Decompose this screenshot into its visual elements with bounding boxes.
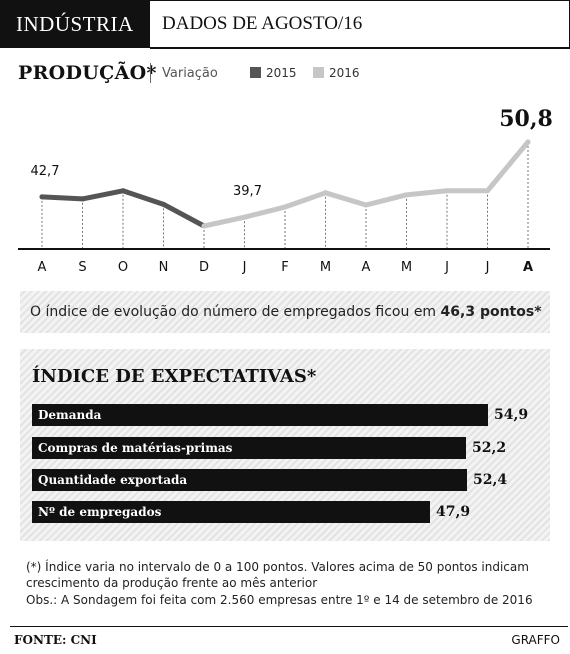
expectation-value: 52,2 bbox=[472, 440, 507, 456]
data-point-2015 bbox=[80, 196, 85, 202]
legend-swatch-2016 bbox=[313, 67, 324, 78]
footer-rule bbox=[10, 626, 568, 627]
expectation-bar: Compras de matérias-primas bbox=[32, 437, 466, 459]
data-label: 39,7 bbox=[233, 184, 262, 199]
variation-label: Variação bbox=[162, 66, 218, 81]
x-tick-label: O bbox=[118, 260, 128, 275]
data-point-2016 bbox=[282, 204, 288, 210]
title-separator bbox=[150, 63, 151, 83]
info-highlight: 46,3 pontos* bbox=[440, 304, 542, 320]
header-top-rule bbox=[150, 0, 570, 1]
expectation-value: 54,9 bbox=[494, 407, 529, 423]
expectation-bar: Quantidade exportada bbox=[32, 469, 467, 491]
info-text: O índice de evolução do número de empreg… bbox=[30, 304, 441, 320]
header: INDÚSTRIA DADOS DE AGOSTO/16 bbox=[0, 0, 570, 50]
expectation-bar: Demanda bbox=[32, 404, 488, 426]
production-title: PRODUÇÃO* bbox=[18, 62, 157, 84]
legend-label-2015: 2015 bbox=[266, 66, 297, 80]
data-point-2016 bbox=[201, 223, 207, 229]
x-tick-label: F bbox=[281, 260, 288, 275]
x-tick-label: S bbox=[78, 260, 86, 275]
data-point-2016 bbox=[323, 190, 328, 196]
data-point-2016 bbox=[485, 188, 490, 194]
data-point-2016 bbox=[242, 214, 247, 220]
data-point-2015 bbox=[120, 188, 126, 194]
x-tick-label: M bbox=[401, 260, 412, 275]
header-rule bbox=[150, 47, 570, 49]
production-line-chart: A S O N D J F M A M J J A 42,7 39,7 50,8 bbox=[18, 106, 553, 275]
x-tick-label: A bbox=[523, 260, 533, 275]
x-tick-label: M bbox=[320, 260, 331, 275]
x-tick-label: A bbox=[38, 260, 47, 275]
source-label: FONTE: CNI bbox=[14, 633, 97, 647]
expectation-value: 47,9 bbox=[436, 504, 471, 520]
x-tick-label: N bbox=[159, 260, 169, 275]
footnote-line-2: crescimento da produção frente ao mês an… bbox=[26, 576, 318, 590]
expectations-title: ÍNDICE DE EXPECTATIVAS* bbox=[32, 366, 317, 387]
data-point-2016 bbox=[363, 202, 369, 208]
data-point-2016 bbox=[444, 188, 450, 194]
footnote-line-3: Obs.: A Sondagem foi feita com 2.560 emp… bbox=[26, 593, 533, 607]
credit-label: GRAFFO bbox=[511, 633, 560, 647]
employment-info-box: O índice de evolução do número de empreg… bbox=[20, 291, 550, 333]
x-tick-label: A bbox=[362, 260, 371, 275]
data-label: 50,8 bbox=[499, 106, 553, 132]
data-label: 42,7 bbox=[31, 164, 60, 179]
data-point-2015 bbox=[161, 201, 166, 207]
data-point-2016 bbox=[525, 139, 531, 145]
legend-label-2016: 2016 bbox=[329, 66, 360, 80]
footnote-line-1: (*) Índice varia no intervalo de 0 a 100… bbox=[26, 560, 529, 574]
x-tick-label: J bbox=[444, 260, 449, 275]
header-subtitle: DADOS DE AGOSTO/16 bbox=[162, 13, 363, 34]
legend-swatch-2015 bbox=[250, 67, 261, 78]
expectation-value: 52,4 bbox=[473, 472, 508, 488]
section-tag: INDÚSTRIA bbox=[0, 0, 150, 48]
x-tick-label: J bbox=[485, 260, 490, 275]
data-point-2016 bbox=[404, 192, 409, 198]
data-point-2015 bbox=[39, 194, 45, 200]
expectation-bar: Nº de empregados bbox=[32, 501, 430, 523]
x-tick-label: J bbox=[242, 260, 247, 275]
x-tick-label: D bbox=[199, 260, 209, 275]
expectations-panel: ÍNDICE DE EXPECTATIVAS* Demanda 54,9 Compr… bbox=[20, 349, 550, 541]
